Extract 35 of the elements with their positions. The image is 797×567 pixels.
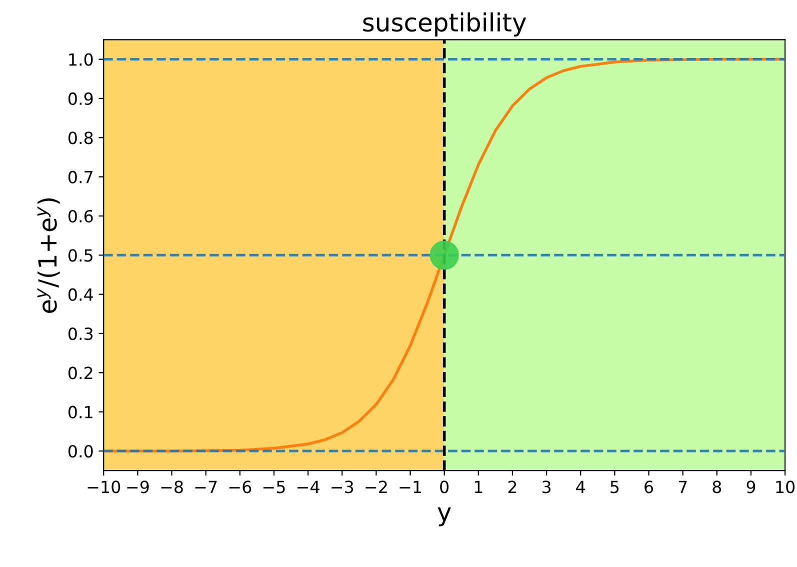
x-tick-label: 0 xyxy=(440,480,449,494)
x-tick-label: 7 xyxy=(678,480,687,493)
x-tick-label: 3 xyxy=(542,480,551,494)
x-tick-label: 10 xyxy=(776,480,795,494)
x-tick-label: 8 xyxy=(712,480,722,494)
x-axis-title: y xyxy=(438,507,451,526)
y-tick-label: 0.9 xyxy=(68,92,93,106)
y-tick-label: 0.6 xyxy=(68,210,93,223)
x-tick-label: −7 xyxy=(195,480,217,493)
x-tick-label: −8 xyxy=(161,480,183,494)
x-tick-label: −2 xyxy=(366,480,387,493)
y-tick-label: 0.1 xyxy=(68,406,92,418)
x-tick-label: 2 xyxy=(508,480,516,493)
y-axis-title: e$^{y}$/(1+e$^{y}$) xyxy=(37,198,60,313)
x-tick-label: −3 xyxy=(332,480,354,494)
x-tick-label: −10 xyxy=(88,480,120,494)
y-tick-label: 0.4 xyxy=(68,288,93,301)
y-tick-label: 0.2 xyxy=(68,366,92,380)
chart-title: susceptibility xyxy=(363,12,526,37)
x-tick-label: 9 xyxy=(746,480,756,494)
x-tick-label: −4 xyxy=(298,480,320,493)
x-tick-label: 4 xyxy=(576,480,585,493)
x-tick-label: −5 xyxy=(263,480,285,494)
x-tick-label: 6 xyxy=(644,480,654,494)
y-tick-label: 0.3 xyxy=(68,327,93,340)
y-tick-label: 0.5 xyxy=(68,249,92,262)
y-tick-label: 0.8 xyxy=(68,132,93,144)
y-tick-label: 0.0 xyxy=(68,444,93,458)
x-tick-label: −6 xyxy=(229,480,252,494)
y-tick-label: 0.7 xyxy=(68,170,92,184)
x-tick-label: −1 xyxy=(400,480,421,493)
x-tick-label: 1 xyxy=(474,480,482,493)
x-tick-label: 5 xyxy=(610,480,619,494)
y-tick-label: 1.0 xyxy=(69,53,93,66)
x-tick-label: −9 xyxy=(127,480,149,494)
